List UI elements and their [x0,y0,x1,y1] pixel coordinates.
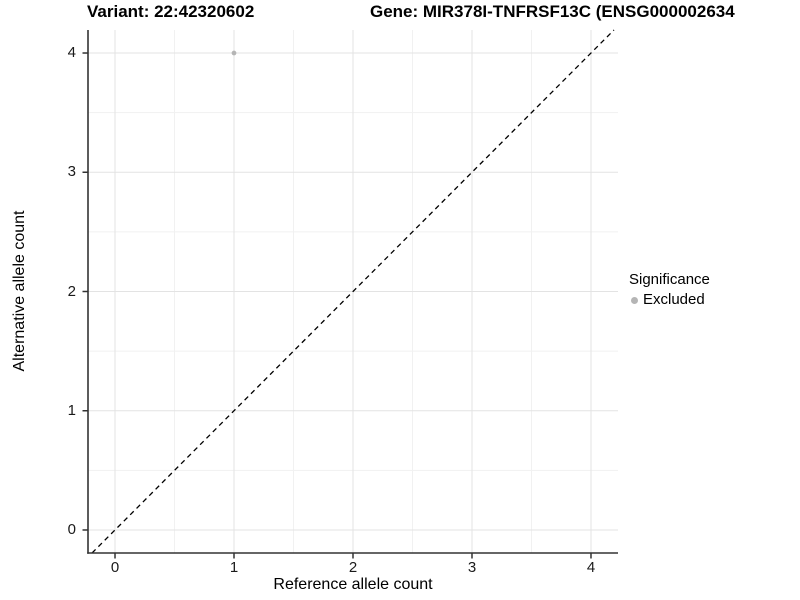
x-tick-label: 4 [586,559,596,576]
legend-item-excluded: Excluded [629,291,710,308]
x-tick-label: 1 [229,559,239,576]
gene-title: Gene: MIR378I-TNFRSF13C (ENSG000002634 [370,2,735,21]
legend-title: Significance [629,271,710,288]
legend: Significance Excluded [629,271,710,308]
x-tick-label: 0 [110,559,120,576]
x-tick-label: 3 [467,559,477,576]
legend-point-icon [631,296,638,304]
data-point [231,50,237,56]
y-tick-label: 3 [67,163,76,181]
y-tick-label: 4 [67,44,76,62]
legend-item-label: Excluded [643,291,705,308]
variant-title: Variant: 22:42320602 [87,2,255,21]
y-tick-label: 1 [67,401,76,419]
x-tick-label: 2 [348,559,358,576]
y-tick-label: 2 [67,282,76,300]
y-tick-label: 0 [67,521,76,539]
x-axis-title: Reference allele count [273,576,433,593]
y-axis-title: Alternative allele count [11,210,28,372]
identity-line [91,29,615,554]
